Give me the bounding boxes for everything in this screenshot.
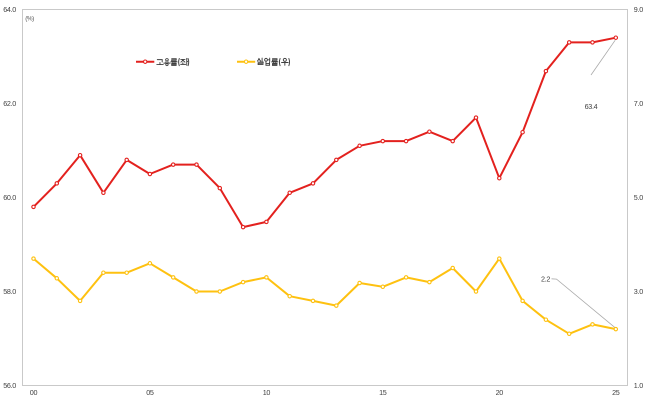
svg-text:25: 25 [612, 388, 620, 397]
svg-text:64.0: 64.0 [3, 5, 16, 14]
svg-text:(%): (%) [25, 16, 34, 23]
svg-text:1.0: 1.0 [634, 381, 643, 390]
svg-text:5.0: 5.0 [634, 193, 643, 202]
svg-text:58.0: 58.0 [3, 287, 16, 296]
svg-text:15: 15 [379, 388, 387, 397]
svg-text:20: 20 [496, 388, 504, 397]
svg-text:05: 05 [146, 388, 154, 397]
svg-text:3.0: 3.0 [634, 287, 643, 296]
svg-text:60.0: 60.0 [3, 193, 16, 202]
svg-text:00: 00 [30, 388, 38, 397]
svg-text:7.0: 7.0 [634, 99, 643, 108]
svg-text:2.2: 2.2 [541, 274, 550, 283]
svg-text:63.4: 63.4 [585, 102, 598, 111]
svg-text:56.0: 56.0 [3, 381, 16, 390]
svg-text:10: 10 [263, 388, 271, 397]
svg-text:9.0: 9.0 [634, 5, 643, 14]
svg-text:62.0: 62.0 [3, 99, 16, 108]
